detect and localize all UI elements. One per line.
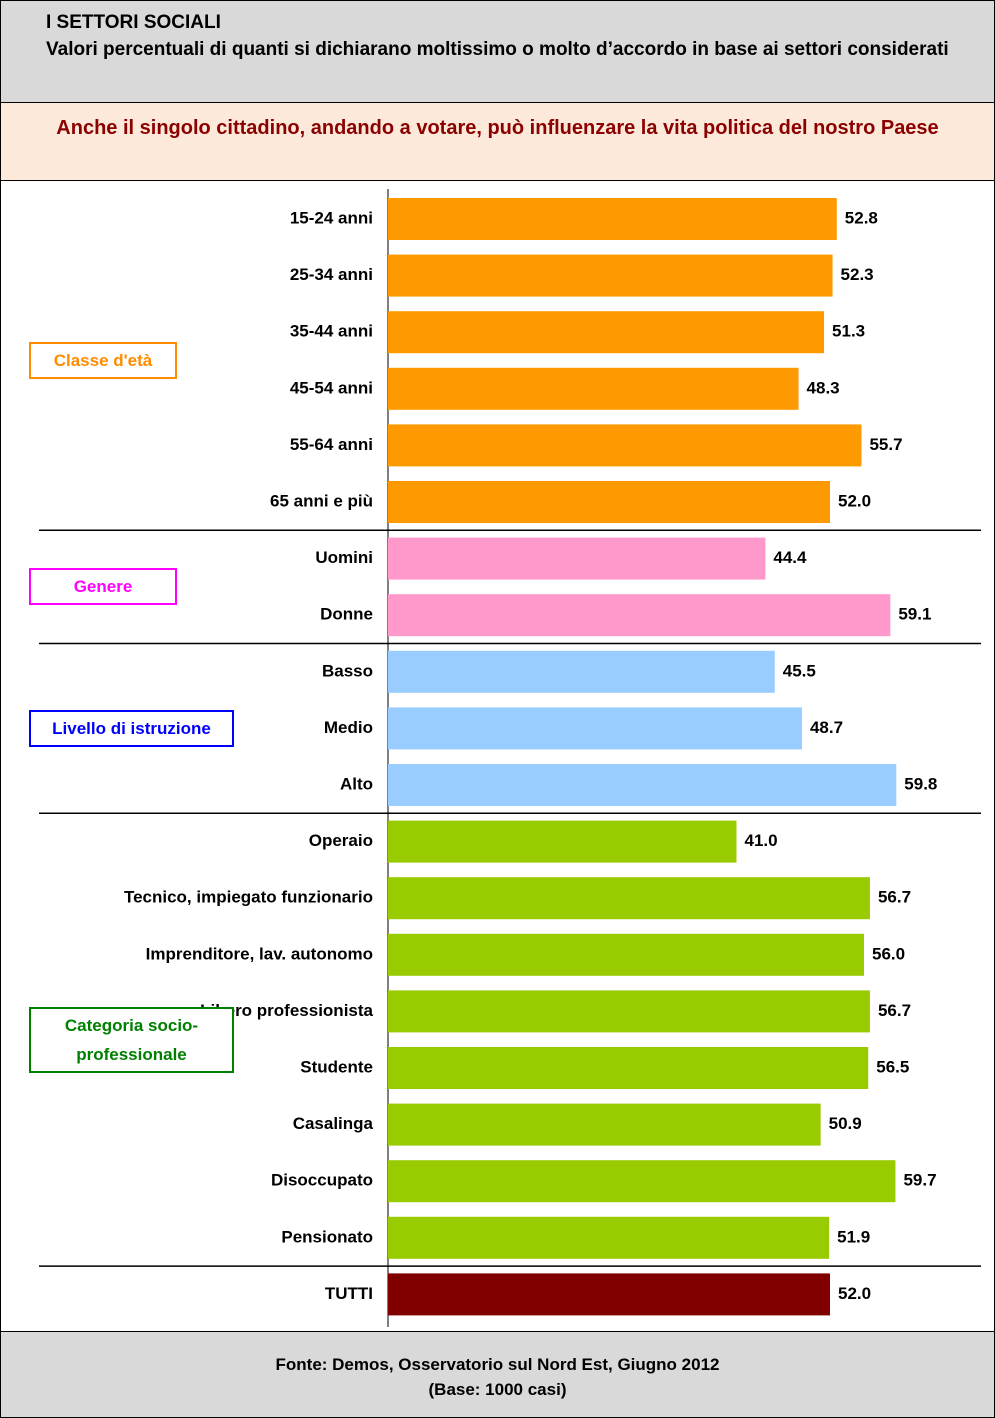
category-label: 65 anni e più [270, 491, 373, 510]
category-label: Uomini [315, 548, 373, 567]
value-label: 52.0 [838, 491, 871, 510]
value-label: 50.9 [829, 1114, 862, 1133]
value-label: 59.7 [903, 1171, 936, 1190]
base: (Base: 1000 casi) [428, 1380, 567, 1399]
value-label: 51.9 [837, 1227, 870, 1246]
category-label: 35-44 anni [290, 322, 373, 341]
bar [388, 650, 775, 693]
value-label: 59.8 [904, 774, 937, 793]
bar [388, 990, 870, 1033]
bar [388, 594, 891, 637]
value-label: 52.8 [845, 208, 878, 227]
category-label: Pensionato [281, 1227, 373, 1246]
subtitle: Valori percentuali di quanti si dichiara… [46, 39, 949, 60]
category-label: 25-34 anni [290, 265, 373, 284]
bar [388, 311, 825, 354]
bar [388, 254, 833, 297]
bar [388, 537, 766, 580]
value-label: 56.7 [878, 1001, 911, 1020]
title: I SETTORI SOCIALI [46, 12, 221, 33]
category-label: Operaio [309, 831, 373, 850]
value-label: 55.7 [869, 435, 902, 454]
category-label: Medio [324, 718, 373, 737]
bar [388, 933, 864, 976]
group-label: Classe d'età [29, 342, 177, 379]
bar [388, 1273, 830, 1316]
footer: Fonte: Demos, Osservatorio sul Nord Est,… [1, 1331, 994, 1417]
bar [388, 1160, 896, 1203]
category-label: 45-54 anni [290, 378, 373, 397]
value-label: 56.7 [878, 888, 911, 907]
value-label: 48.7 [810, 718, 843, 737]
source: Fonte: Demos, Osservatorio sul Nord Est,… [275, 1355, 720, 1374]
bar [388, 820, 737, 863]
value-label: 56.0 [872, 944, 905, 963]
value-label: 48.3 [807, 378, 840, 397]
bar [388, 1047, 869, 1089]
group-label: Genere [29, 568, 177, 606]
category-label: 15-24 anni [290, 208, 373, 227]
header: I SETTORI SOCIALI Valori percentuali di … [1, 1, 994, 103]
category-label: Alto [340, 774, 373, 793]
category-label: Donne [320, 605, 373, 624]
category-label: Casalinga [293, 1114, 374, 1133]
bar [388, 198, 837, 240]
bar [388, 367, 799, 410]
bar [388, 707, 802, 750]
group-label: Livello di istruzione [29, 709, 234, 747]
value-label: 59.1 [898, 605, 931, 624]
category-label: Imprenditore, lav. autonomo [146, 944, 373, 963]
category-label: Libero professionista [200, 1001, 373, 1020]
category-label: Disoccupato [271, 1171, 373, 1190]
bar [388, 424, 862, 467]
bar [388, 764, 897, 806]
bar [388, 1103, 821, 1146]
question: Anche il singolo cittadino, andando a vo… [1, 103, 994, 181]
value-label: 44.4 [773, 548, 807, 567]
value-label: 45.5 [783, 661, 816, 680]
value-label: 51.3 [832, 322, 865, 341]
group-label: Categoria socio-professionale [29, 1006, 234, 1073]
value-label: 52.0 [838, 1284, 871, 1303]
category-label: TUTTI [325, 1284, 373, 1303]
bar [388, 877, 870, 920]
bar [388, 1216, 830, 1259]
category-label: Basso [322, 661, 373, 680]
bar [388, 481, 830, 523]
value-label: 56.5 [876, 1057, 909, 1076]
value-label: 41.0 [745, 831, 778, 850]
category-label: Studente [300, 1057, 373, 1076]
category-label: 55-64 anni [290, 435, 373, 454]
value-label: 52.3 [841, 265, 874, 284]
category-label: Tecnico, impiegato funzionario [124, 888, 373, 907]
